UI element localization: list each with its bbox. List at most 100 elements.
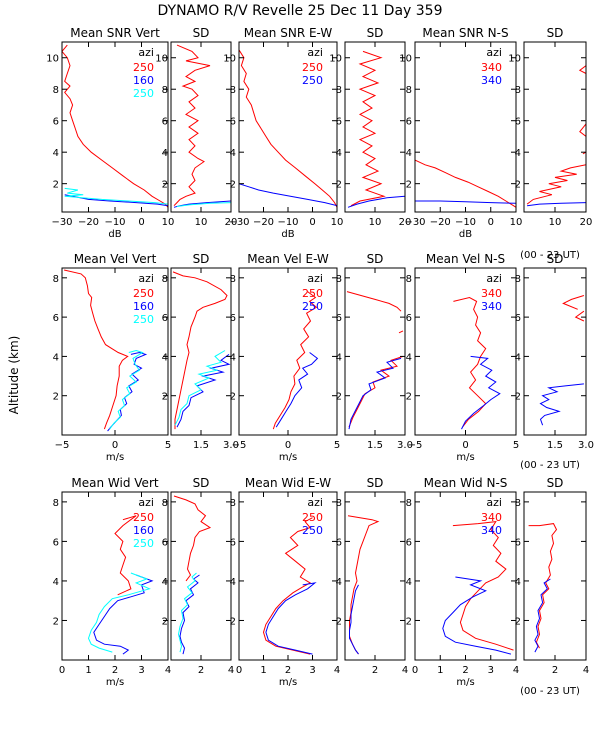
panel-8-series-0-line: [272, 291, 318, 430]
panel-2-series-0-line: [239, 49, 337, 208]
panel-0-series-1-line: [64, 194, 168, 207]
panel-6-ytick-label-4: 4: [53, 352, 59, 363]
panel-5-ytick-label-10: 10: [508, 54, 521, 65]
panel-14-legend-entry-1: 250: [302, 524, 323, 537]
panel-11-series-0-line: [562, 295, 585, 310]
panel-16-xtick-label-3: 3: [488, 665, 494, 676]
panel-15-ytick-label-4: 4: [336, 577, 342, 588]
panel-6-legend-entry-1: 160: [133, 300, 154, 313]
panel-8-ytick-label-2: 2: [230, 392, 236, 403]
panel-0-xtick-label-1: −20: [78, 217, 99, 228]
panel-16-xtick-label-0: 0: [412, 665, 418, 676]
panel-10-ytick-label-2: 2: [406, 392, 412, 403]
panel-4-ytick-label-10: 10: [399, 54, 412, 65]
panel-6-ytick-label-2: 2: [53, 392, 59, 403]
panel-1-series-2-line: [176, 202, 231, 207]
panel-16-xtick-label-4: 4: [513, 665, 519, 676]
panel-4-xtick-label-4: 10: [510, 217, 523, 228]
panel-1-ytick-label-6: 6: [162, 117, 168, 128]
panel-11-xtick-label-0: 1.5: [547, 440, 563, 451]
panel-2-series-1-line: [239, 183, 337, 207]
panel-12-xtick-label-0: 0: [59, 665, 65, 676]
panel-6-legend-header: azi: [138, 272, 154, 285]
panel-5-ytick-label-4: 4: [515, 148, 521, 159]
panel-1-ytick-label-2: 2: [162, 180, 168, 191]
panel-4-ytick-label-8: 8: [406, 85, 412, 96]
panel-12-legend-entry-1: 160: [133, 524, 154, 537]
panel-9-ytick-label-8: 8: [336, 274, 342, 285]
panel-12-series-1-line: [93, 574, 154, 655]
panel-6-ytick-label-8: 8: [53, 274, 59, 285]
panel-5-series-1-line: [579, 123, 586, 137]
panel-0-ytick-label-2: 2: [53, 180, 59, 191]
panel-3-series-1-line: [347, 195, 405, 208]
panel-0-legend-entry-0: 250: [133, 61, 154, 74]
panel-4-xlabel: dB: [459, 229, 472, 240]
panel-0-legend-entry-2: 250: [133, 87, 154, 100]
panel-0-xtick-label-0: −30: [51, 217, 72, 228]
panel-7-series-2-line: [174, 350, 226, 426]
panel-2-xtick-label-2: −10: [277, 217, 298, 228]
panel-2-legend-entry-1: 250: [302, 74, 323, 87]
panel-0-legend-header: azi: [138, 46, 154, 59]
panel-2-xtick-label-1: −20: [253, 217, 274, 228]
panel-15-ytick-label-6: 6: [336, 537, 342, 548]
panel-9-ytick-label-6: 6: [336, 313, 342, 324]
panel-7-ytick-label-4: 4: [162, 352, 168, 363]
panel-1-title: SD: [193, 26, 210, 40]
panel-7-series-0-line: [172, 271, 228, 430]
panel-5-series-0-line: [578, 65, 586, 74]
panel-1-xtick-label-1: 20: [225, 217, 238, 228]
panel-12-xtick-label-2: 2: [112, 665, 118, 676]
panel-10-ytick-label-6: 6: [406, 313, 412, 324]
panel-4-xtick-label-3: 0: [488, 217, 494, 228]
panel-16-ytick-label-8: 8: [406, 498, 412, 509]
panel-14-legend-header: azi: [307, 496, 323, 509]
panel-3-series-0-line: [350, 50, 386, 207]
panel-5-series-3-line: [526, 164, 586, 205]
panel-4-series-0-line: [415, 159, 516, 208]
panel-7: SD 2 4 6 8 1.5 3.0: [162, 252, 239, 451]
panel-14-ytick-label-4: 4: [230, 577, 236, 588]
panel-11-ytick-label-8: 8: [515, 274, 521, 285]
panel-4-title: Mean SNR N-S: [422, 26, 508, 40]
panel-2-ytick-label-6: 6: [230, 117, 236, 128]
panel-2-ytick-label-8: 8: [230, 85, 236, 96]
panel-5-title: SD: [547, 26, 564, 40]
panel-9-series-3-line: [348, 357, 402, 430]
panel-2-ytick-label-2: 2: [230, 180, 236, 191]
panel-0-ytick-label-6: 6: [53, 117, 59, 128]
panel-0-ytick-label-10: 10: [46, 54, 59, 65]
panel-12-xlabel: m/s: [106, 677, 124, 688]
panel-14-xtick-label-0: 0: [236, 665, 242, 676]
panel-8-xlabel: m/s: [279, 452, 297, 463]
panel-9-series-0-line: [346, 291, 402, 312]
panel-14-xtick-label-4: 4: [334, 665, 340, 676]
panel-16-ytick-label-6: 6: [406, 537, 412, 548]
panel-2-xtick-label-0: −30: [228, 217, 249, 228]
panel-10-xtick-label-1: 0: [462, 440, 468, 451]
panel-6-ytick-label-6: 6: [53, 313, 59, 324]
panel-12-ytick-label-8: 8: [53, 498, 59, 509]
panel-15: SD 2 4 6 8 2 4: [336, 476, 409, 676]
panel-7-ytick-label-8: 8: [162, 274, 168, 285]
panel-2-ytick-label-4: 4: [230, 148, 236, 159]
panel-6-series-2-line: [109, 349, 144, 430]
panel-13-title: SD: [193, 476, 210, 490]
panel-16-legend-entry-1: 340: [481, 524, 502, 537]
panel-16-xlabel: m/s: [456, 677, 474, 688]
panel-9-series-2-line: [348, 355, 404, 428]
panel-1-ytick-label-8: 8: [162, 85, 168, 96]
figure-title: DYNAMO R/V Revelle 25 Dec 11 Day 359: [158, 3, 443, 19]
panel-15-series-1-line: [349, 584, 359, 655]
panel-15-xtick-label-1: 4: [402, 665, 408, 676]
panel-12-series-2-line: [87, 572, 151, 653]
panel-12-legend-header: azi: [138, 496, 154, 509]
panel-2-title: Mean SNR E-W: [244, 26, 333, 40]
panel-0-series-0-line: [62, 44, 168, 208]
panel-6-title: Mean Vel Vert: [74, 252, 157, 266]
panel-14-xtick-label-2: 2: [285, 665, 291, 676]
panel-16-series-0-line: [452, 520, 514, 651]
